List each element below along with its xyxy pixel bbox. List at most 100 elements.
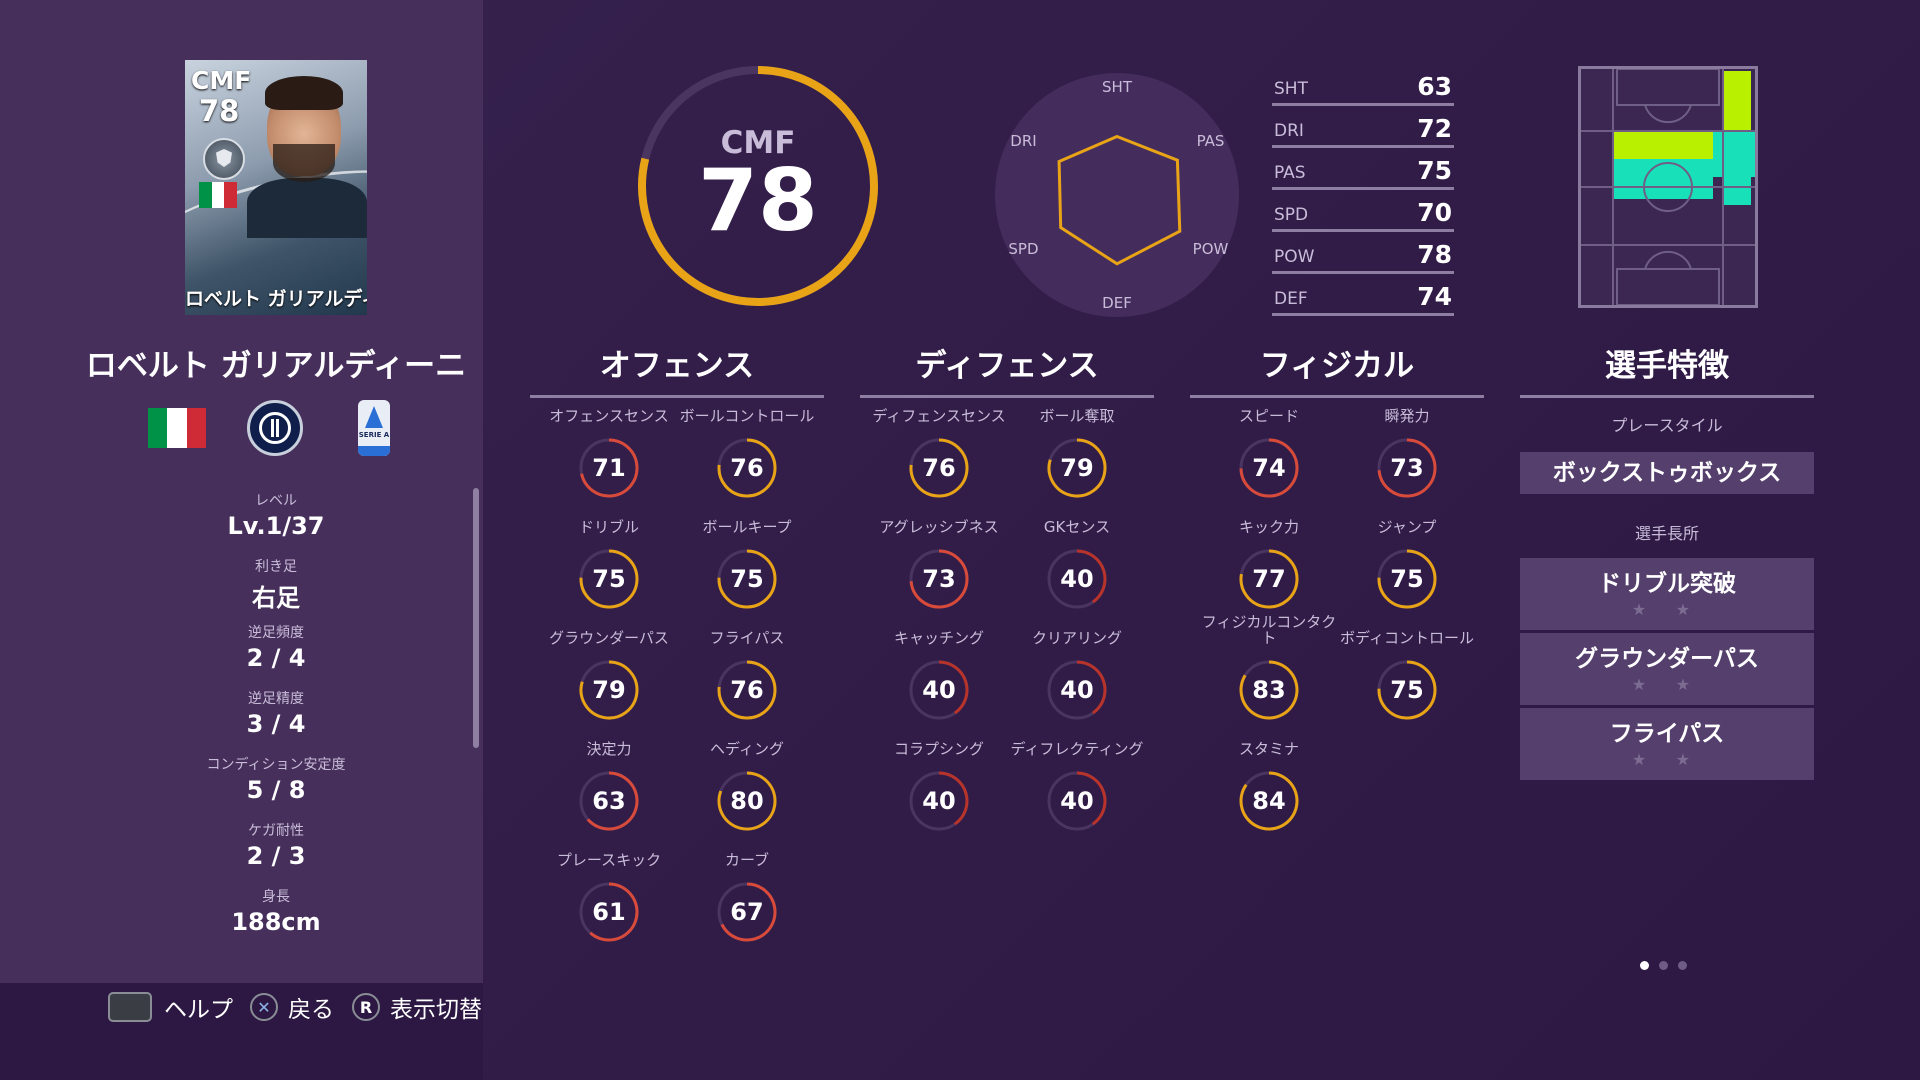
profile-value: 右足 bbox=[252, 584, 300, 612]
skill-name: グラウンダーパス bbox=[1575, 646, 1759, 672]
attribute-dial: 83 bbox=[1237, 658, 1301, 722]
radar-background bbox=[995, 73, 1239, 317]
attribute-dial: 84 bbox=[1237, 769, 1301, 833]
attribute-label: ジャンプ bbox=[1377, 518, 1437, 536]
league-logo-icon: SERIE A bbox=[358, 400, 390, 456]
radar-axis-label: DEF bbox=[1102, 294, 1132, 312]
stat-key: PAS bbox=[1274, 163, 1306, 183]
skills-label: 選手長所 bbox=[1634, 524, 1699, 543]
overall-rating: 78 bbox=[698, 151, 818, 251]
profile-label: コンディション安定度 bbox=[206, 757, 346, 773]
attribute-value: 73 bbox=[1390, 454, 1424, 482]
attribute-label: キャッチング bbox=[893, 629, 984, 647]
defense-attribute: ボール奪取 79 bbox=[1008, 408, 1146, 500]
attribute-label: 決定力 bbox=[586, 740, 632, 758]
attribute-label: スタミナ bbox=[1238, 740, 1299, 758]
stats-radar-chart: SHT PAS POW DEF SPD DRI bbox=[995, 73, 1239, 317]
attribute-label: ディフレクティング bbox=[1010, 740, 1144, 758]
offense-attribute: ボールコントロール 76 bbox=[678, 408, 816, 500]
physical-title: フィジカル bbox=[1190, 340, 1484, 398]
page-indicator[interactable] bbox=[1640, 961, 1687, 970]
player-card: CMF 78 ロベルト ガリアルディーニ bbox=[185, 60, 367, 315]
medal-icon bbox=[203, 138, 245, 180]
help-button[interactable]: ヘルプ bbox=[108, 990, 233, 1024]
stat-key: SHT bbox=[1274, 79, 1308, 99]
attribute-value: 75 bbox=[592, 565, 626, 593]
attribute-label: プレースキック bbox=[556, 851, 662, 869]
defense-attribute: GKセンス 40 bbox=[1008, 519, 1146, 611]
attribute-label: カーブ bbox=[724, 851, 770, 869]
touchpad-icon bbox=[108, 992, 152, 1022]
attribute-value: 79 bbox=[592, 676, 626, 704]
page-dot[interactable] bbox=[1659, 961, 1668, 970]
profile-value: Lv.1/37 bbox=[227, 512, 325, 540]
back-button[interactable]: ✕ 戻る bbox=[250, 990, 334, 1024]
attribute-dial: 40 bbox=[907, 769, 971, 833]
attribute-value: 71 bbox=[592, 454, 626, 482]
attribute-value: 75 bbox=[1390, 676, 1424, 704]
physical-attribute: ボディコントロール 75 bbox=[1338, 630, 1476, 722]
skill-stars: ★ ★ bbox=[1631, 750, 1703, 769]
attribute-dial: 80 bbox=[715, 769, 779, 833]
page-dot[interactable] bbox=[1640, 961, 1649, 970]
attribute-label: ディフェンスセンス bbox=[872, 407, 1006, 425]
physical-attribute: フィジカルコンタクト 83 bbox=[1200, 614, 1338, 722]
stat-key: POW bbox=[1274, 247, 1315, 267]
cross-button-icon: ✕ bbox=[250, 993, 278, 1021]
profile-value: 188cm bbox=[231, 908, 321, 936]
profile-scrollbar[interactable] bbox=[473, 488, 479, 748]
stat-value: 75 bbox=[1417, 156, 1452, 185]
physical-attribute: ジャンプ 75 bbox=[1338, 519, 1476, 611]
page-dot[interactable] bbox=[1678, 961, 1687, 970]
league-logo-text: SERIE A bbox=[358, 431, 390, 439]
attribute-label: ボールコントロール bbox=[679, 407, 815, 425]
physical-section: フィジカル bbox=[1190, 340, 1484, 398]
attribute-dial: 76 bbox=[715, 436, 779, 500]
attribute-label: キック力 bbox=[1238, 518, 1299, 536]
attribute-dial: 40 bbox=[907, 658, 971, 722]
radar-axis-label: SHT bbox=[1102, 78, 1133, 96]
physical-attribute: 瞬発力 73 bbox=[1338, 408, 1476, 500]
help-label: ヘルプ bbox=[164, 997, 233, 1023]
profile-label: 逆足頻度 bbox=[248, 625, 304, 641]
card-position: CMF bbox=[191, 66, 252, 95]
offense-title: オフェンス bbox=[530, 340, 824, 398]
position-map-cell-yellow bbox=[1613, 131, 1713, 159]
attribute-dial: 75 bbox=[1375, 547, 1439, 611]
toggle-view-button[interactable]: R 表示切替 bbox=[352, 990, 482, 1024]
attribute-value: 40 bbox=[1060, 676, 1094, 704]
skill-stars: ★ ★ bbox=[1631, 675, 1703, 694]
skill-card: ドリブル突破 ★ ★ bbox=[1520, 558, 1814, 630]
physical-attribute: スタミナ 84 bbox=[1200, 741, 1338, 833]
card-overall: 78 bbox=[199, 94, 240, 128]
position-map-cell-yellow bbox=[1723, 71, 1751, 131]
player-shirt bbox=[247, 178, 367, 238]
skill-stars: ★ ★ bbox=[1631, 600, 1703, 619]
skill-card: グラウンダーパス ★ ★ bbox=[1520, 633, 1814, 705]
traits-title: 選手特徴 bbox=[1520, 340, 1814, 398]
r-button-icon: R bbox=[352, 993, 380, 1021]
attribute-dial: 76 bbox=[907, 436, 971, 500]
physical-attribute: スピード 74 bbox=[1200, 408, 1338, 500]
attribute-value: 76 bbox=[730, 676, 764, 704]
position-map-pitch bbox=[1581, 68, 1757, 306]
attribute-dial: 75 bbox=[1375, 658, 1439, 722]
attribute-value: 67 bbox=[730, 898, 764, 926]
back-label: 戻る bbox=[288, 997, 334, 1023]
attribute-value: 74 bbox=[1252, 454, 1286, 482]
defense-attribute: キャッチング 40 bbox=[870, 630, 1008, 722]
attribute-value: 61 bbox=[592, 898, 626, 926]
attribute-dial: 61 bbox=[577, 880, 641, 944]
attribute-value: 63 bbox=[592, 787, 626, 815]
defense-attribute: ディフレクティング 40 bbox=[1008, 741, 1146, 833]
defense-attribute: アグレッシブネス 73 bbox=[870, 519, 1008, 611]
stat-value: 70 bbox=[1417, 198, 1452, 227]
offense-attribute: グラウンダーパス 79 bbox=[540, 630, 678, 722]
radar-axis-label: POW bbox=[1193, 240, 1229, 258]
attribute-dial: 76 bbox=[715, 658, 779, 722]
radar-axis-label: DRI bbox=[1010, 132, 1036, 150]
skill-card: フライパス ★ ★ bbox=[1520, 708, 1814, 780]
stat-row: POW 78 bbox=[1272, 232, 1454, 274]
attribute-label: スピード bbox=[1238, 407, 1299, 425]
attribute-label: フィジカルコンタクト bbox=[1201, 613, 1337, 647]
